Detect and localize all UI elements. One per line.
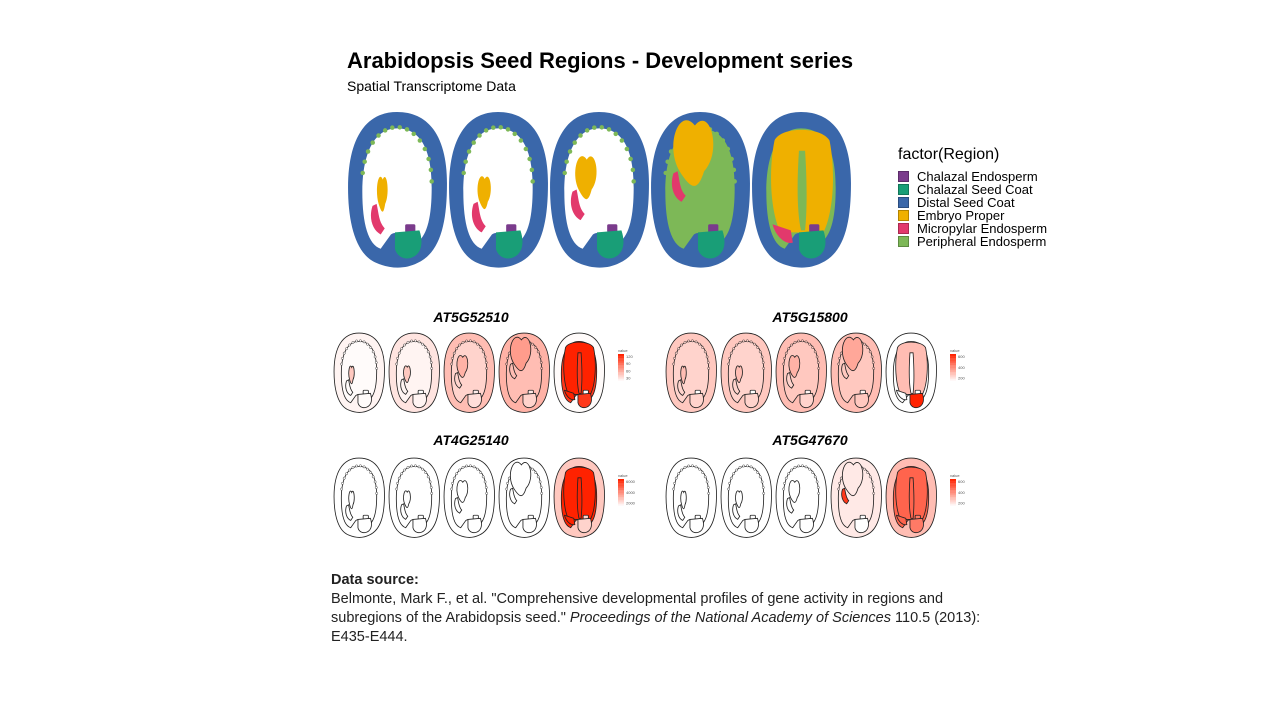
- legend-item: Peripheral Endosperm: [898, 235, 1047, 248]
- legend-swatch: [898, 236, 909, 247]
- colorbar-title: value: [950, 348, 960, 353]
- gene-title-3: AT4G25140: [433, 432, 508, 448]
- legend-title: factor(Region): [898, 146, 1047, 164]
- colorbar-tick: 600: [958, 354, 965, 359]
- seed-shape: [554, 458, 604, 537]
- seed-shape: [666, 333, 716, 412]
- colorbar-tick: 400: [958, 490, 965, 495]
- gene-title-1: AT5G52510: [433, 309, 508, 325]
- seed-shape: [651, 112, 750, 268]
- seed-shape: [776, 458, 826, 537]
- seed-shape: [334, 333, 384, 412]
- colorbar-title: value: [618, 473, 628, 478]
- colorbar-title: value: [950, 473, 960, 478]
- data-source: Data source: Belmonte, Mark F., et al. "…: [331, 571, 991, 647]
- legend-swatch: [898, 184, 909, 195]
- legend-swatch: [898, 210, 909, 221]
- data-source-heading: Data source:: [331, 571, 991, 590]
- colorbar-title: value: [618, 348, 628, 353]
- legend-swatch: [898, 223, 909, 234]
- region-legend: factor(Region) Chalazal Endosperm Chalaza…: [898, 146, 1047, 248]
- seed-shape: [752, 112, 851, 268]
- seed-shape: [886, 458, 936, 537]
- legend-label: Peripheral Endosperm: [917, 235, 1046, 248]
- seed-shape: [334, 458, 384, 537]
- colorbar-tick: 4000: [626, 490, 636, 495]
- region-map-series: [340, 108, 870, 278]
- colorbar-tick: 60: [626, 368, 631, 373]
- seed-shape: [499, 333, 549, 412]
- seed-shape: [449, 112, 548, 268]
- seed-shape: [444, 458, 494, 537]
- seed-shape: [348, 112, 447, 268]
- seed-shape: [499, 458, 549, 537]
- seed-shape: [831, 333, 881, 412]
- seed-shape: [666, 458, 716, 537]
- legend-swatch: [898, 197, 909, 208]
- colorbar-tick: 2000: [626, 501, 636, 506]
- colorbar-tick: 120: [626, 354, 633, 359]
- gene-title-4: AT5G47670: [772, 432, 847, 448]
- seed-shape: [444, 333, 494, 412]
- citation-journal: Proceedings of the National Academy of S…: [570, 610, 891, 626]
- page-title: Arabidopsis Seed Regions - Development s…: [347, 48, 853, 74]
- seed-shape: [721, 333, 771, 412]
- seed-shape: [550, 112, 649, 268]
- seed-shape: [831, 458, 881, 537]
- seed-shape: [554, 333, 604, 412]
- gene-title-2: AT5G15800: [772, 309, 847, 325]
- seed-shape: [886, 333, 936, 412]
- seed-shape: [389, 458, 439, 537]
- colorbar-tick: 400: [958, 365, 965, 370]
- colorbar-tick: 90: [626, 361, 631, 366]
- colorbar-tick: 600: [958, 479, 965, 484]
- seed-shape: [776, 333, 826, 412]
- seed-shape: [721, 458, 771, 537]
- colorbar-tick: 200: [958, 501, 965, 506]
- page-subtitle: Spatial Transcriptome Data: [347, 78, 516, 94]
- colorbar-tick: 6000: [626, 479, 636, 484]
- colorbar-tick: 200: [958, 376, 965, 381]
- legend-swatch: [898, 171, 909, 182]
- colorbar-tick: 30: [626, 376, 631, 381]
- seed-shape: [389, 333, 439, 412]
